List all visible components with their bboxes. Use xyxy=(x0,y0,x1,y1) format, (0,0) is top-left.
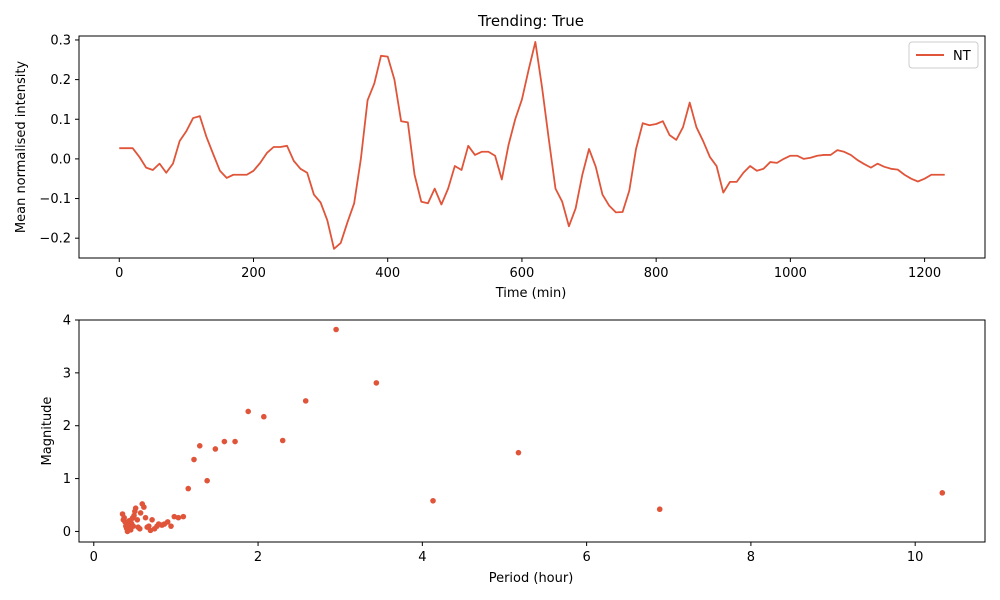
line-chart-y-tick-label: 0.0 xyxy=(50,152,71,167)
scatter-point xyxy=(137,510,144,516)
line-chart-x-tick-label: 1200 xyxy=(908,266,941,281)
scatter-chart-x-tick-label: 2 xyxy=(254,550,262,565)
scatter-point xyxy=(656,506,663,513)
scatter-point xyxy=(119,511,126,517)
scatter-point xyxy=(430,497,436,504)
line-chart-plot-frame xyxy=(78,35,986,259)
scatter-chart-y-tick-label: 3 xyxy=(63,366,71,381)
scatter-chart-x-tick-label: 6 xyxy=(582,550,590,565)
line-chart-x-tick-label: 400 xyxy=(375,266,400,281)
scatter-chart: 0 2 4 6 8 10 0 1 2 3 4 Period (hour) Magnitude xyxy=(40,314,986,586)
scatter-point xyxy=(302,398,309,404)
line-chart-legend: NT xyxy=(908,41,979,69)
scatter-point xyxy=(142,514,149,521)
scatter-point xyxy=(180,513,187,520)
line-chart-y-tick-label: −0.1 xyxy=(39,192,71,207)
scatter-point xyxy=(221,438,228,445)
scatter-chart-y-axis-label: Magnitude xyxy=(40,397,55,466)
scatter-chart-y-tick-label: 0 xyxy=(63,525,71,540)
line-chart-x-tick-label: 200 xyxy=(241,266,266,281)
series-line-nt xyxy=(119,41,945,250)
scatter-point xyxy=(123,523,129,529)
scatter-chart-x-axis-label: Period (hour) xyxy=(489,571,574,586)
scatter-point xyxy=(185,485,192,492)
line-chart-y-tick-label: 0.1 xyxy=(50,113,71,128)
scatter-chart-x-tick-label: 0 xyxy=(90,550,98,565)
scatter-point xyxy=(134,517,141,523)
scatter-chart-y-tick-label: 4 xyxy=(63,314,71,329)
line-chart-series-layer xyxy=(119,41,945,250)
scatter-point xyxy=(191,456,197,463)
scatter-point xyxy=(139,501,146,507)
line-chart-title: Trending: True xyxy=(477,12,584,30)
scatter-point xyxy=(149,517,155,523)
scatter-chart-y-tick-label: 1 xyxy=(63,472,71,487)
scatter-point xyxy=(261,413,267,420)
scatter-chart-x-tick-label: 8 xyxy=(747,550,755,565)
line-chart-x-tick-label: 0 xyxy=(115,266,123,281)
scatter-point xyxy=(132,508,138,515)
scatter-chart-y-ticks: 0 1 2 3 4 xyxy=(63,314,79,540)
line-chart-y-tick-label: 0.3 xyxy=(50,33,71,48)
scatter-point xyxy=(232,438,238,445)
scatter-point xyxy=(171,513,178,520)
scatter-point xyxy=(204,477,210,484)
scatter-point xyxy=(212,446,219,452)
line-chart-y-tick-label: 0.2 xyxy=(50,73,71,88)
scatter-point xyxy=(279,437,286,444)
line-chart-x-tick-label: 600 xyxy=(510,266,535,281)
scatter-point xyxy=(135,524,141,530)
line-chart: Trending: True 0 200 400 600 800 1000 1200 −0.… xyxy=(14,12,986,301)
line-chart-y-tick-label: −0.2 xyxy=(39,232,71,247)
line-chart-x-tick-label: 1000 xyxy=(774,266,807,281)
scatter-point xyxy=(373,380,380,386)
scatter-points-layer xyxy=(119,326,946,535)
scatter-chart-x-tick-label: 10 xyxy=(907,550,924,565)
scatter-chart-plot-frame xyxy=(78,319,986,543)
scatter-chart-x-ticks: 0 2 4 6 8 10 xyxy=(90,542,924,565)
line-chart-x-tick-label: 800 xyxy=(644,266,669,281)
legend-label-nt: NT xyxy=(953,49,971,64)
line-chart-x-ticks: 0 200 400 600 800 1000 1200 xyxy=(115,258,941,281)
scatter-point xyxy=(939,490,946,496)
scatter-point xyxy=(245,408,252,415)
scatter-point xyxy=(120,517,127,523)
scatter-point xyxy=(333,326,339,333)
line-chart-x-axis-label: Time (min) xyxy=(495,286,567,301)
scatter-point xyxy=(168,523,174,529)
scatter-chart-y-tick-label: 2 xyxy=(63,419,71,434)
scatter-point xyxy=(515,449,522,456)
scatter-point xyxy=(196,443,203,449)
line-chart-y-ticks: −0.2 −0.1 0.0 0.1 0.2 0.3 xyxy=(39,33,79,247)
scatter-point xyxy=(144,524,150,530)
line-chart-y-axis-label: Mean normalised intensity xyxy=(14,61,29,234)
scatter-chart-x-tick-label: 4 xyxy=(418,550,426,565)
